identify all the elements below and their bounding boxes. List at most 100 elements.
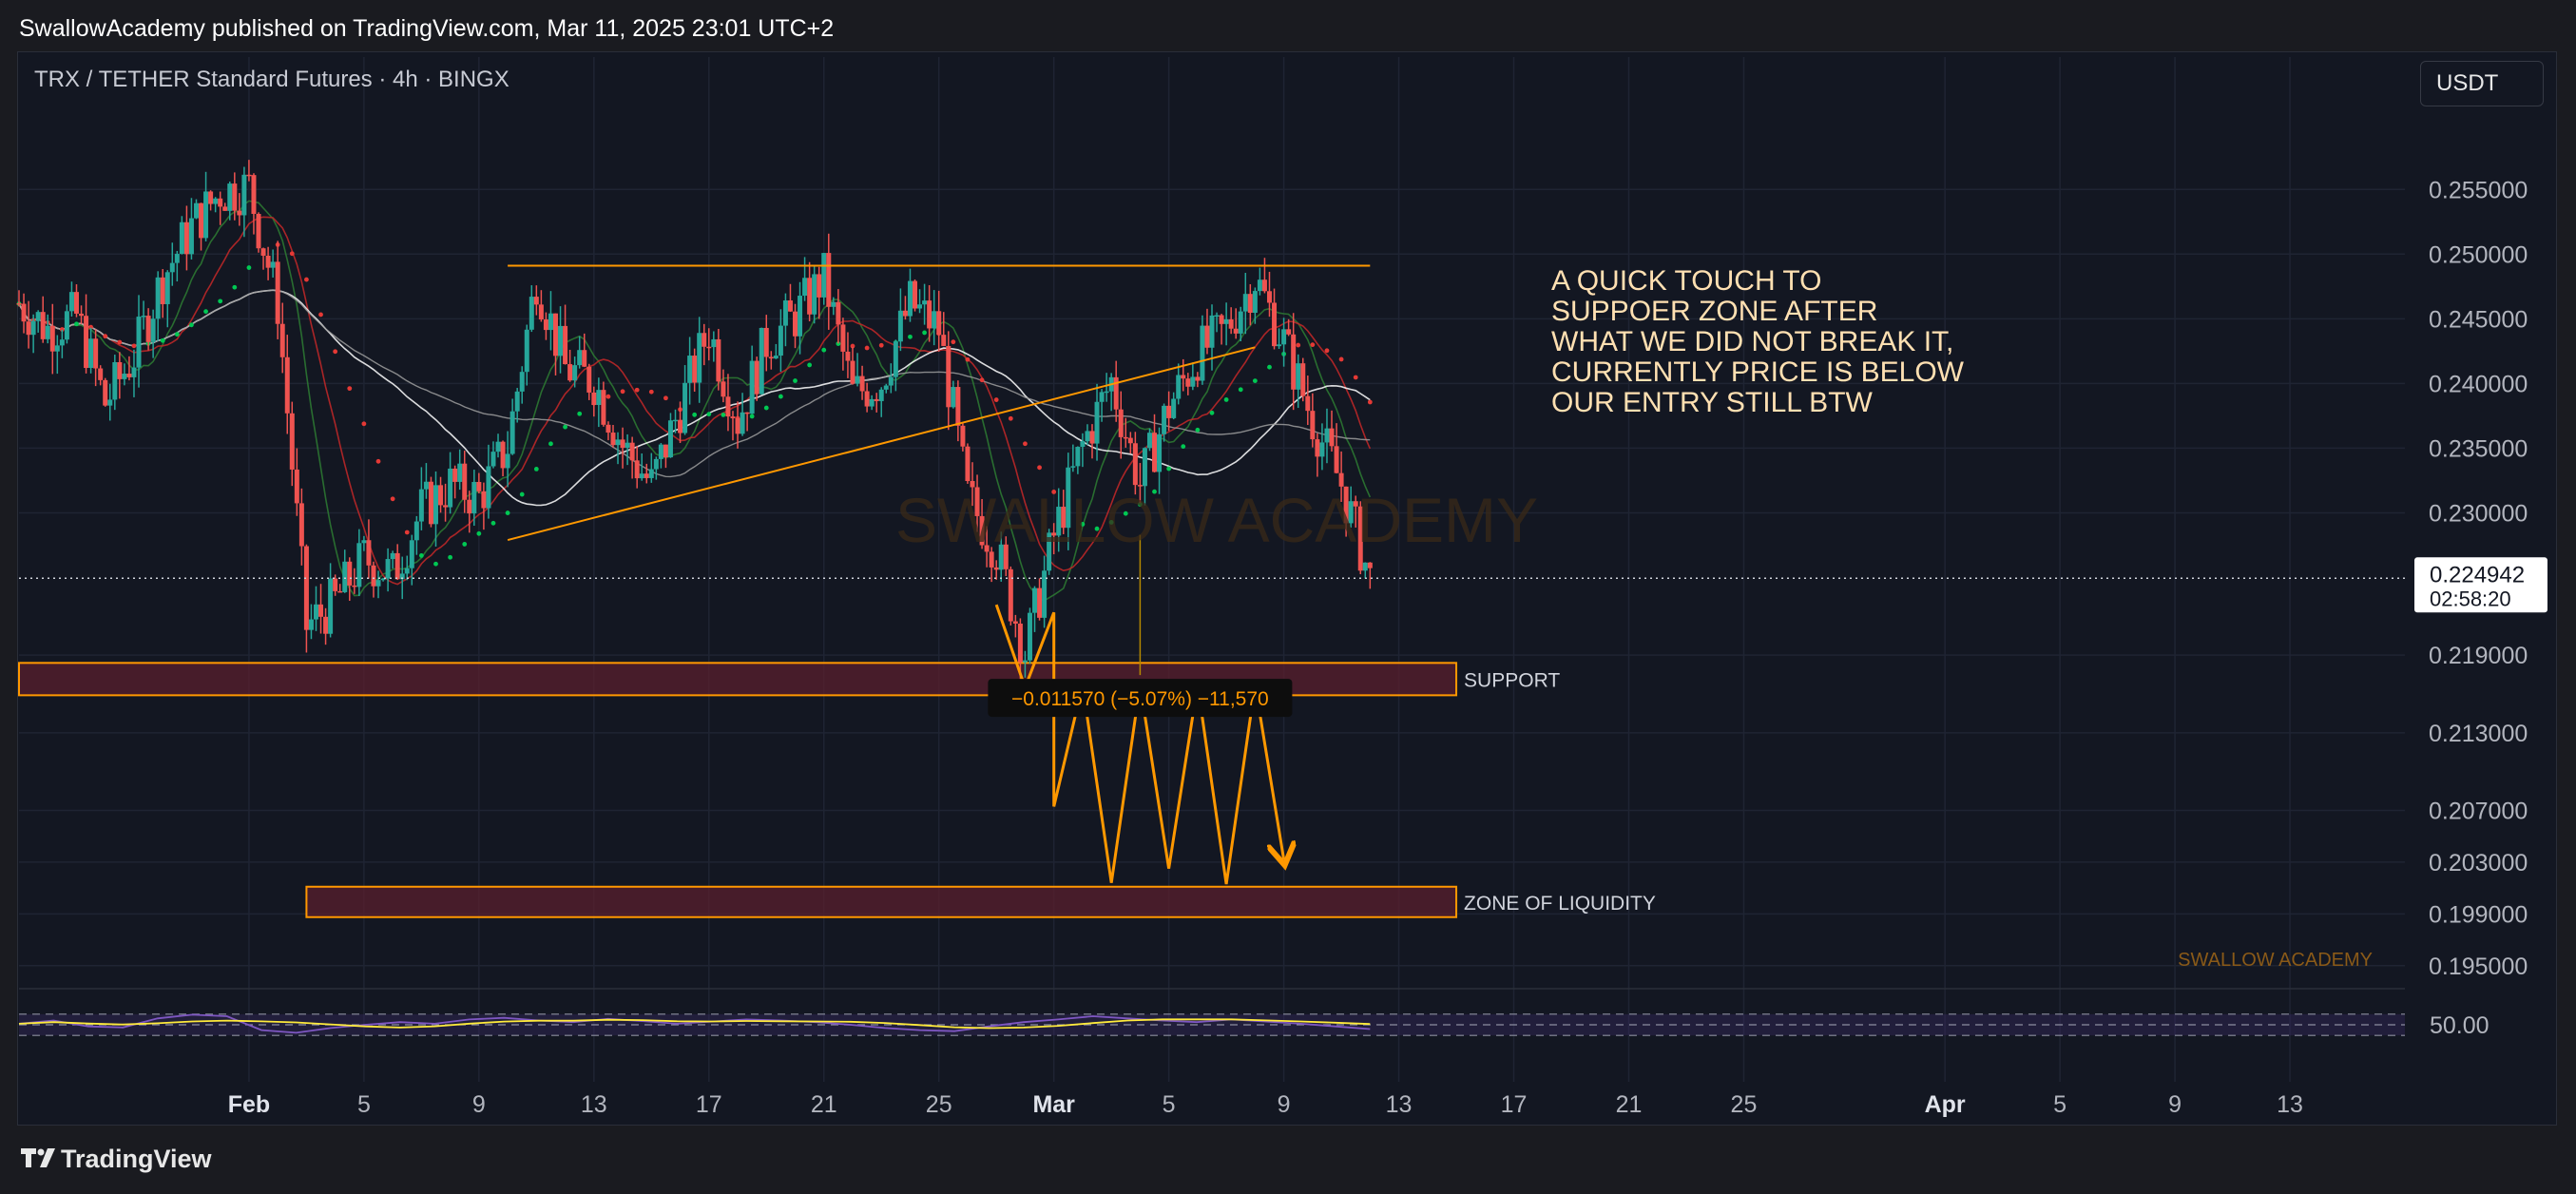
candle-body [308,619,314,630]
candle-body [199,202,204,239]
candle-body [1171,398,1177,418]
trail-dot [634,387,640,393]
symbol-title[interactable]: TRX / TETHER Standard Futures · 4h · BIN… [34,67,509,92]
candle-body [495,441,501,453]
candle-body [112,362,118,400]
candle-body [807,278,813,315]
trail-dot [1195,427,1201,433]
candle-body [486,466,491,509]
candle-body [907,280,913,317]
candle-body [577,350,583,366]
candle-body [1012,621,1018,624]
candle-body [1185,378,1191,387]
candle-body [529,297,534,330]
candle-body [1003,544,1009,569]
candle-body [1300,363,1306,396]
candle-body [122,374,127,379]
candle-body [754,360,759,395]
candle-body [946,345,952,408]
trail-dot [864,345,870,351]
candle-body [1027,612,1032,661]
candle-body [413,521,419,541]
trail-dot [1023,441,1028,447]
candle-body [467,499,472,514]
candle-body [275,261,280,324]
candle-body [26,321,31,336]
trail-dot [1094,526,1100,531]
candle-body [1157,433,1163,472]
candle-body [1338,472,1344,487]
projection-path [994,604,1283,885]
candle-body [16,303,22,305]
candle-body [107,399,113,406]
candle-body [1056,507,1062,536]
candle-body [706,346,712,349]
drawings-layer: −0.011570 (−5.07%) −11,570 [19,264,2405,885]
candle-body [1017,623,1023,663]
candle-body [687,356,693,383]
candle-body [203,191,209,239]
candle-body [1104,391,1109,394]
price-axis[interactable]: 0.255000 0.250000 0.245000 0.240000 0.235000… [2429,177,2528,980]
time-tick-label: 9 [1278,1091,1291,1118]
candle-body [644,473,649,478]
candle-body [567,364,573,381]
candle-body [103,379,108,406]
candle-body [1190,376,1196,387]
candle-body [390,552,395,560]
candle-body [845,351,851,361]
candle-body [1310,411,1316,440]
candle-body [260,248,266,256]
candle-body [169,262,175,273]
trail-dot [74,321,79,327]
candle-body [237,210,242,216]
candle-body [798,296,803,337]
trail-dot [993,397,999,402]
trail-dot [1310,342,1316,348]
trail-dot [418,553,424,558]
trail-dot [375,458,381,464]
trail-dot [1367,399,1373,405]
publish-info: SwallowAcademy published on TradingView.… [19,15,835,42]
candle-body [936,311,942,336]
trail-dot [1166,466,1172,472]
ma-slow-line [18,289,1371,507]
rsi-pane: 50.00 [18,988,2489,1039]
trail-dot [793,378,798,383]
trail-dot [620,389,625,395]
time-tick-label: 25 [926,1091,952,1118]
trail-dot [922,330,927,336]
candle-body [601,390,606,425]
currency-selector[interactable]: USDT [2420,61,2544,106]
candle-body [667,420,673,458]
ma-long-line [18,289,1371,478]
candle-body [452,468,458,482]
candle-body [855,376,860,384]
publish-header: SwallowAcademy published on TradingView.… [0,0,2576,51]
candle-body [208,191,214,204]
candle-body [399,573,405,580]
price-tick-label: 0.250000 [2429,241,2528,268]
candle-body [323,616,329,634]
candle-body [970,481,975,488]
trail-dot [1353,375,1358,380]
price-tick-label: 0.230000 [2429,500,2528,527]
trail-dot [1137,502,1143,507]
candle-body [241,174,247,216]
candle-body [610,433,616,446]
candle-body [927,300,932,329]
time-axis[interactable]: Feb 5 9 13 17 21 25 Mar 5 9 13 17 21 25 Apr 5 9 13 [228,1091,2303,1118]
candle-body [1272,302,1278,347]
candle-body [418,489,424,522]
trail-dot [1238,387,1243,393]
candle-body [941,335,947,346]
trail-dot [117,339,123,345]
candle-body [821,253,827,298]
trail-dot [59,327,65,332]
candle-body [213,198,219,204]
candle-body [1118,409,1124,437]
candle-body [1061,507,1067,529]
candle-body [591,392,597,406]
candle-body [1022,660,1028,663]
